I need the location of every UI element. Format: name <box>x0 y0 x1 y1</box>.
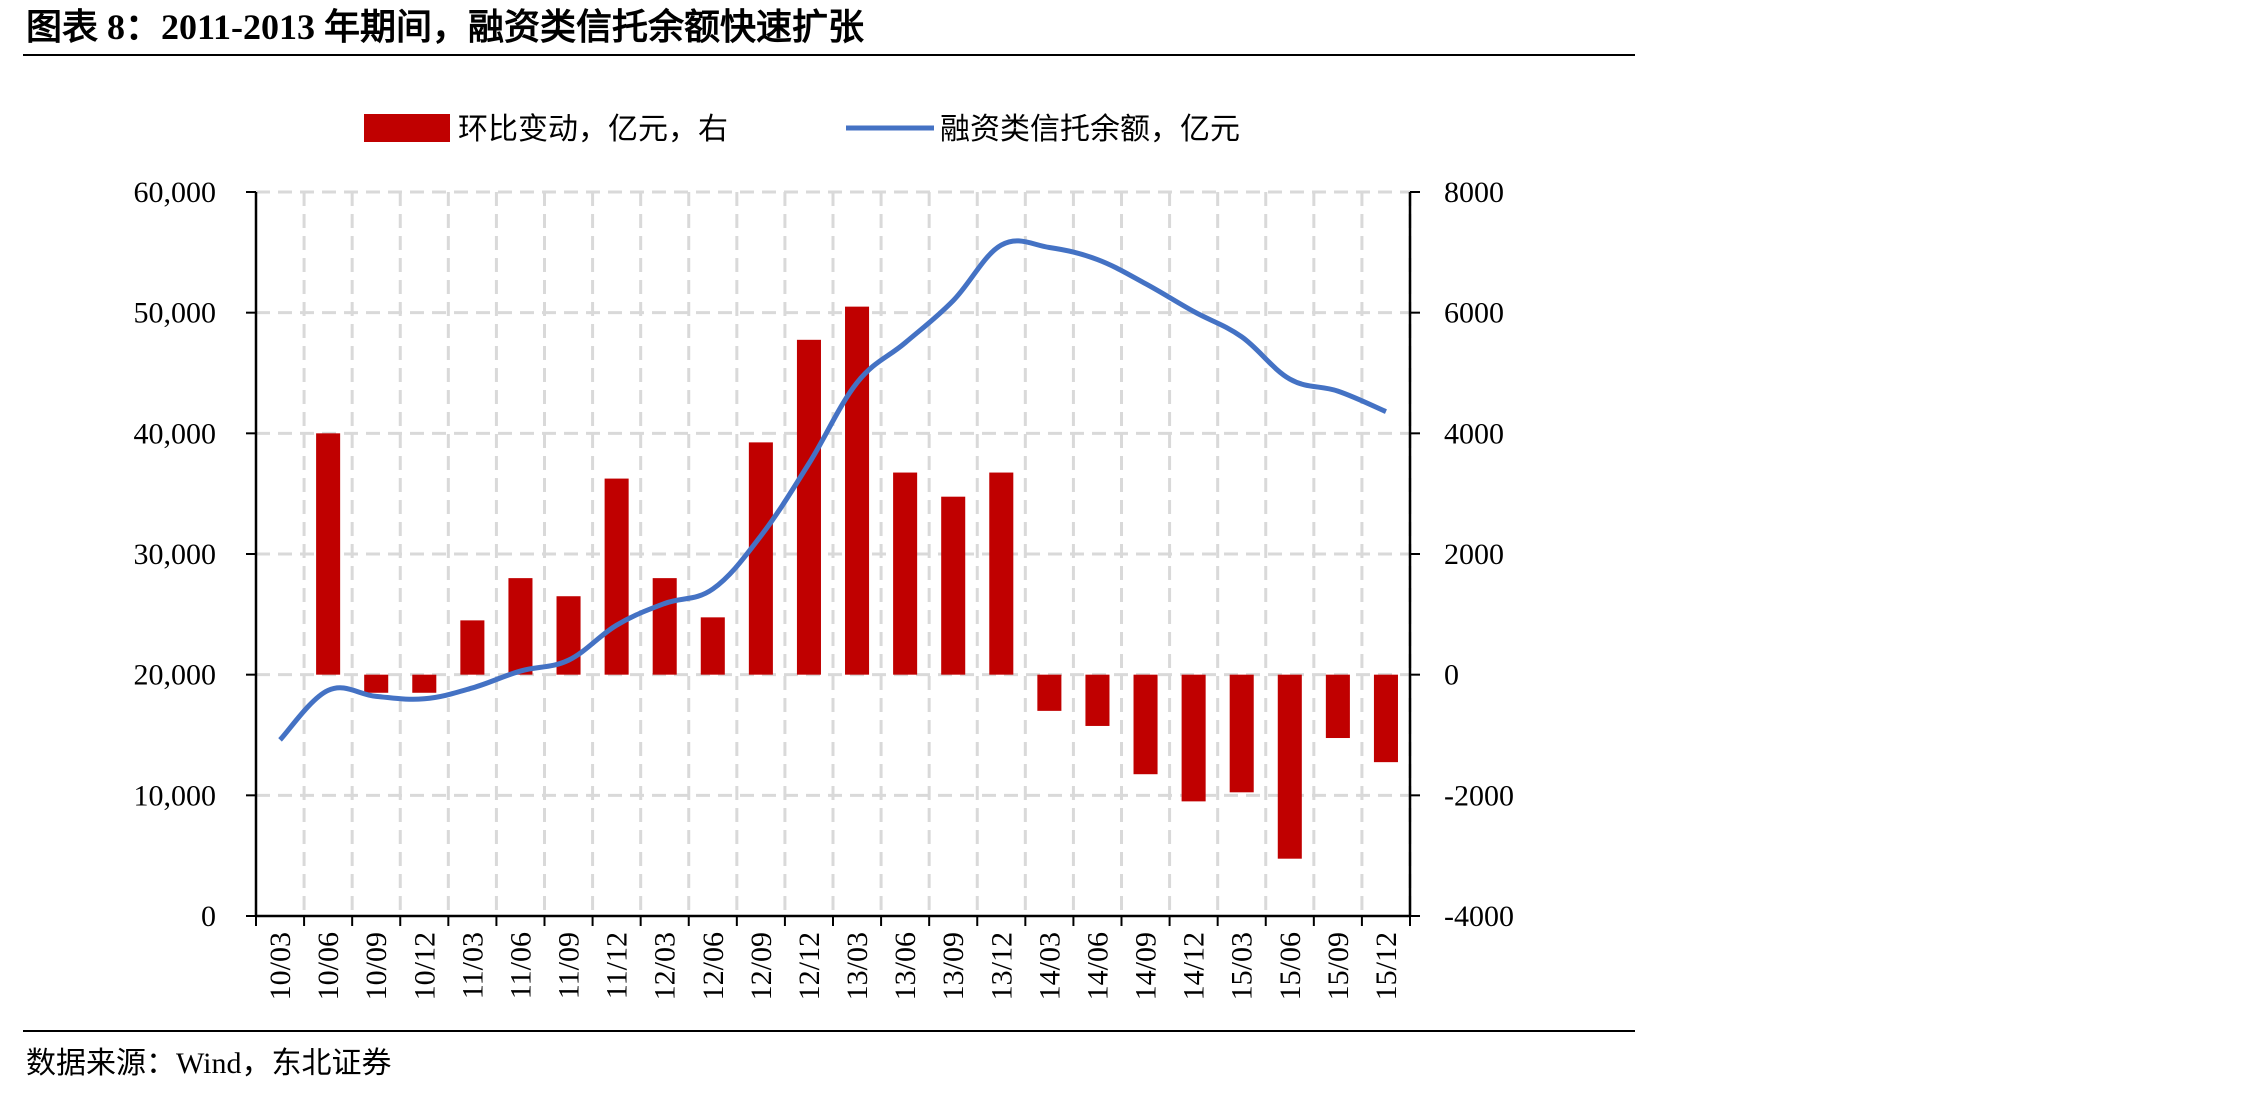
bar <box>1037 674 1062 711</box>
right-tick-label: 6000 <box>1444 297 1504 330</box>
bar <box>700 617 725 675</box>
right-tick-label: -2000 <box>1444 779 1514 812</box>
bar <box>1277 674 1302 859</box>
bar <box>941 496 966 675</box>
grid-lines <box>256 190 1412 916</box>
x-tick-label: 14/12 <box>1178 932 1211 1000</box>
x-tick-label: 12/12 <box>793 932 826 1000</box>
legend: 环比变动，亿元，右 融资类信托余额，亿元 <box>364 113 1240 146</box>
x-tick-label: 15/06 <box>1274 932 1307 1000</box>
x-tick-label: 12/03 <box>649 932 682 1000</box>
source-rule <box>23 1030 1635 1032</box>
bar-series <box>316 306 1398 859</box>
x-tick-label: 10/06 <box>312 932 345 1000</box>
bar <box>364 674 389 693</box>
x-tick-label: 14/03 <box>1033 932 1066 1000</box>
x-tick-label: 10/09 <box>360 932 393 1000</box>
legend-line-label: 融资类信托余额，亿元 <box>940 113 1240 146</box>
bar <box>1325 674 1350 739</box>
legend-bar-label: 环比变动，亿元，右 <box>458 113 728 146</box>
x-tick-label: 12/06 <box>697 932 730 1000</box>
x-tick-label: 10/03 <box>264 932 297 1000</box>
bar <box>796 339 821 675</box>
bar <box>1181 674 1206 802</box>
x-tick-label: 11/12 <box>601 932 634 999</box>
x-tick-label: 11/09 <box>553 932 586 999</box>
left-tick-label: 20,000 <box>134 659 217 692</box>
bar <box>748 442 773 675</box>
right-tick-label: 0 <box>1444 659 1459 692</box>
x-tick-label: 13/03 <box>841 932 874 1000</box>
bar <box>845 306 870 675</box>
left-tick-label: 0 <box>201 900 216 933</box>
x-tick-label: 15/03 <box>1226 932 1259 1000</box>
bar <box>893 472 918 675</box>
x-tick-label: 12/09 <box>745 932 778 1000</box>
title-rule <box>23 54 1635 56</box>
bar <box>316 433 341 675</box>
source-note: 数据来源：Wind，东北证券 <box>26 1047 392 1080</box>
x-tick-label: 14/09 <box>1130 932 1163 1000</box>
left-tick-label: 50,000 <box>134 297 217 330</box>
figure-title: 图表 8：2011-2013 年期间，融资类信托余额快速扩张 <box>26 7 865 47</box>
right-tick-label: 2000 <box>1444 538 1504 571</box>
x-tick-label: 13/09 <box>937 932 970 1000</box>
bar <box>604 478 629 675</box>
x-tick-label: 15/09 <box>1322 932 1355 1000</box>
bar <box>989 472 1014 675</box>
bar <box>508 578 533 675</box>
x-tick-label: 10/12 <box>408 932 441 1000</box>
x-tick-label: 11/06 <box>504 932 537 999</box>
x-tick-label: 14/06 <box>1081 932 1114 1000</box>
bar <box>1085 674 1110 726</box>
right-tick-label: -4000 <box>1444 900 1514 933</box>
tick-labels: 0 10,000 20,000 30,000 40,000 50,000 60,000 -40… <box>134 176 1515 1000</box>
bar <box>652 578 677 675</box>
bar <box>1373 674 1398 763</box>
bar <box>412 674 437 693</box>
left-tick-label: 10,000 <box>134 779 217 812</box>
balance-line <box>278 238 1387 742</box>
axes <box>246 191 1420 926</box>
x-tick-label: 11/03 <box>456 932 489 999</box>
x-tick-label: 13/12 <box>985 932 1018 1000</box>
right-tick-label: 8000 <box>1444 176 1504 209</box>
bar <box>1133 674 1158 775</box>
bar <box>460 620 485 675</box>
legend-bar-swatch <box>364 114 450 142</box>
left-tick-label: 40,000 <box>134 417 217 450</box>
left-tick-label: 60,000 <box>134 176 217 209</box>
left-tick-label: 30,000 <box>134 538 217 571</box>
x-tick-label: 13/06 <box>889 932 922 1000</box>
line-series <box>278 238 1387 742</box>
x-tick-label: 15/12 <box>1370 932 1403 1000</box>
right-tick-label: 4000 <box>1444 417 1504 450</box>
bar <box>1229 674 1254 793</box>
